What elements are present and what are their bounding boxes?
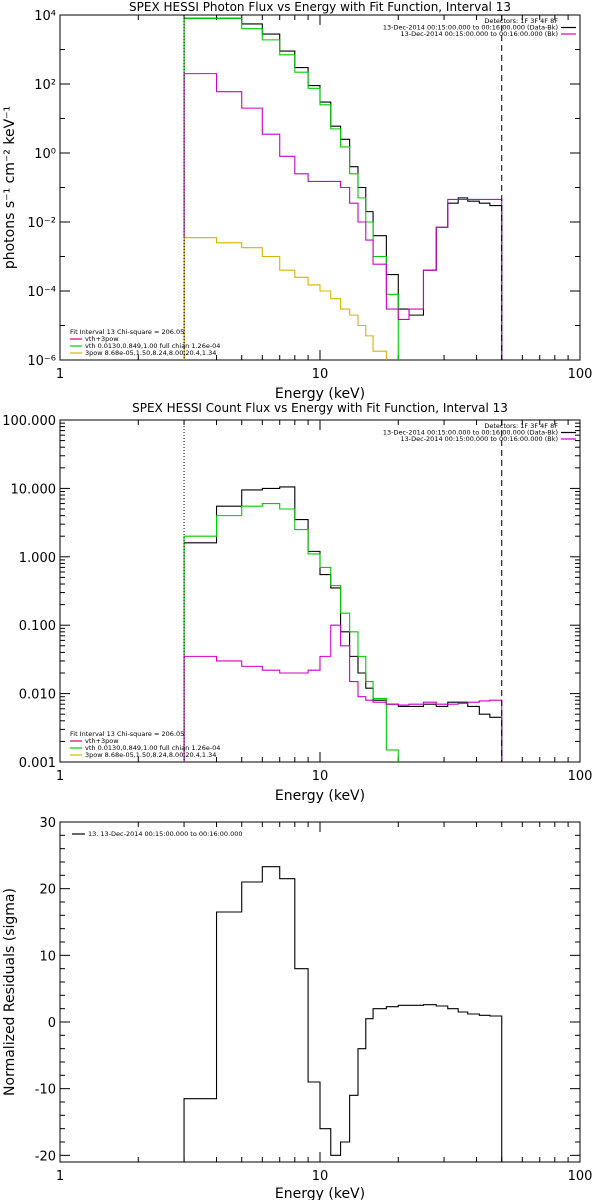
y-axis-label: Normalized Residuals (sigma) [2, 888, 18, 1096]
series-3-line [183, 624, 503, 762]
chart-title: SPEX HESSI Photon Flux vs Energy with Fi… [129, 0, 511, 14]
y-tick-label: 10⁴ [34, 9, 56, 24]
legend-entry: 13-Dec-2014 00:15:00.000 to 00:16:00.000… [383, 429, 558, 437]
legend-entry: 13-Dec-2014 00:15:00.000 to 00:16:00.000… [401, 30, 559, 38]
fit-legend-entry: vth+3pow [85, 335, 119, 343]
fit-legend-entry: Fit Interval 13 Chi-square = 206.05 [70, 730, 184, 738]
y-tick-label: 10⁻⁴ [27, 285, 56, 300]
y-tick-label: 10⁰ [34, 147, 56, 162]
y-tick-label: 100.000 [2, 414, 56, 429]
y-tick-label: 0.001 [19, 756, 56, 771]
x-tick-label: 100 [568, 367, 593, 382]
y-tick-label: 0.100 [19, 619, 56, 634]
chart-title: SPEX HESSI Count Flux vs Energy with Fit… [132, 401, 508, 415]
y-tick-label: 1.000 [19, 551, 56, 566]
y-tick-label: 10² [34, 78, 56, 93]
x-tick-label: 1 [56, 367, 64, 382]
legend-entry: 13-Dec-2014 00:15:00.000 to 00:16:00.000… [383, 24, 558, 32]
series-1-line [183, 866, 503, 1162]
y-tick-label: 30 [39, 816, 56, 831]
fit-legend-entry: vth 0.0130,0.849,1.00 full chian 1.26e-0… [85, 342, 220, 350]
x-tick-label: 100 [568, 769, 593, 784]
fit-legend-entry: 3pow 8.68e-05,1.50,8.24,8.00,20.4,1.34 [85, 751, 216, 759]
x-axis-label: Energy (keV) [275, 1186, 365, 1200]
series-2-line [183, 17, 410, 360]
x-tick-label: 10 [312, 367, 329, 382]
x-axis-label: Energy (keV) [275, 788, 365, 804]
x-axis-label: Energy (keV) [275, 386, 365, 402]
series-3-line [183, 73, 503, 360]
chart-panel-2: SPEX HESSI Count Flux vs Energy with Fit… [2, 401, 592, 804]
fit-legend-entry: vth 0.0130,0.849,1.00 full chian 1.26e-0… [85, 744, 220, 752]
y-tick-label: 20 [39, 883, 56, 898]
series-4-line [183, 237, 399, 360]
x-tick-label: 1 [56, 1169, 64, 1184]
y-axis-label: photons s⁻¹ cm⁻² keV⁻¹ [2, 106, 18, 269]
fit-legend-entry: 3pow 8.68e-05,1.50,8.24,8.00,20.4,1.34 [85, 349, 216, 357]
chart-panel-1: SPEX HESSI Photon Flux vs Energy with Fi… [2, 0, 592, 402]
x-tick-label: 10 [312, 1169, 329, 1184]
series-2-line [183, 503, 410, 762]
x-tick-label: 100 [568, 1169, 593, 1184]
fit-legend-entry: vth+3pow [85, 737, 119, 745]
y-tick-label: -10 [35, 1083, 56, 1098]
y-tick-label: 0 [48, 1016, 56, 1031]
legend-entry: 13-Dec-2014 00:15:00.000 to 00:16:00.000… [401, 435, 559, 443]
series-1-line [183, 486, 503, 762]
legend-entry: Detectors: 1F 3F 4F 8F [484, 17, 558, 25]
residual-legend-entry: 13. 13-Dec-2014 00:15:00.000 to 00:16:00… [88, 830, 243, 838]
y-tick-label: 10⁻² [27, 216, 56, 231]
legend-entry: Detectors: 1F 3F 4F 8F [484, 422, 558, 430]
y-tick-label: 10⁻⁶ [27, 354, 56, 369]
x-tick-label: 10 [312, 769, 329, 784]
fit-legend-entry: Fit Interval 13 Chi-square = 206.05 [70, 328, 184, 336]
chart-panel-3: Energy (keV) Normalized Residuals (sigma)… [2, 816, 592, 1200]
y-tick-label: -20 [35, 1149, 56, 1164]
y-tick-label: 10 [39, 949, 56, 964]
y-tick-label: 0.010 [19, 688, 56, 703]
x-tick-label: 1 [56, 769, 64, 784]
y-tick-label: 10.000 [11, 482, 57, 497]
